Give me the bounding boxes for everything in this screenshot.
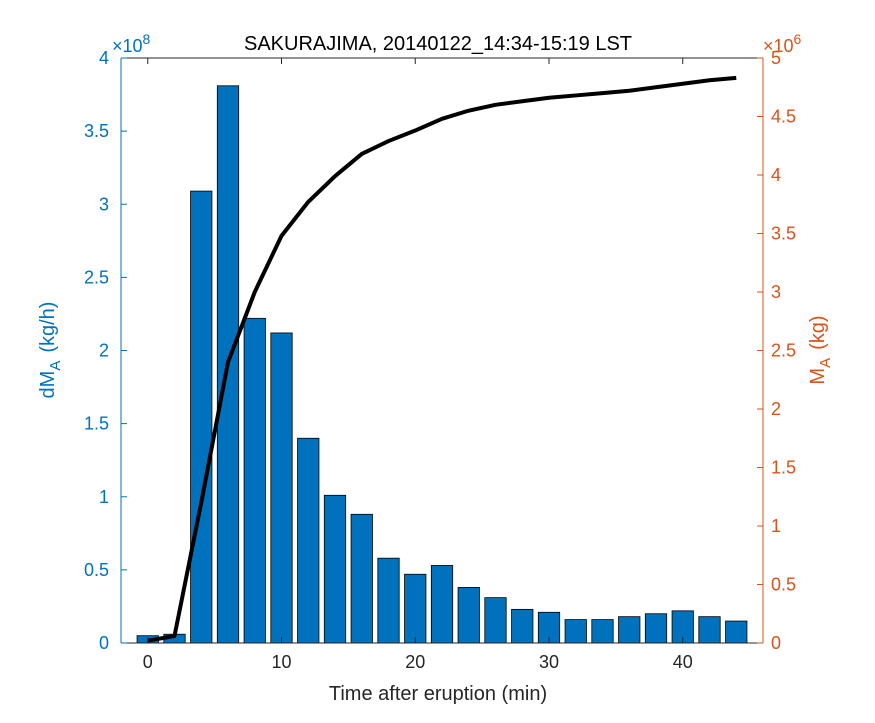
- bar: [457, 587, 480, 644]
- bar: [564, 619, 587, 644]
- left-tick-label: 4: [99, 48, 109, 68]
- right-tick-label: 3: [771, 282, 781, 302]
- left-tick-label: 2.5: [84, 267, 109, 287]
- bar: [243, 317, 266, 644]
- bar: [270, 332, 293, 644]
- right-axis-label: MA(kg): [807, 315, 834, 384]
- bar: [377, 557, 400, 644]
- right-tick-label: 1.5: [771, 458, 796, 478]
- bar: [190, 190, 213, 644]
- left-tick-label: 0.5: [84, 560, 109, 580]
- right-tick-label: 5: [771, 48, 781, 68]
- bar: [323, 494, 347, 644]
- left-tick-label: 3: [99, 194, 109, 214]
- bar: [350, 513, 373, 644]
- left-tick-label: 1: [99, 487, 109, 507]
- bar: [297, 437, 320, 644]
- x-tick-label: 10: [271, 652, 291, 672]
- right-tick-label: 2: [771, 399, 781, 419]
- right-tick-label: 0.5: [771, 575, 796, 595]
- right-tick-label: 3.5: [771, 224, 796, 244]
- bar: [511, 608, 534, 644]
- bar: [618, 616, 641, 644]
- x-tick-label: 20: [405, 652, 425, 672]
- left-tick-label: 3.5: [84, 121, 109, 141]
- left-axis-label: dMA(kg/h): [37, 302, 64, 399]
- x-tick-label: 30: [539, 652, 559, 672]
- x-tick-label: 40: [673, 652, 693, 672]
- bar: [430, 565, 454, 644]
- right-tick-label: 4: [771, 165, 781, 185]
- x-axis-label: Time after eruption (min): [329, 683, 547, 705]
- chart-title: SAKURAJIMA, 20140122_14:34-15:19 LST: [244, 33, 632, 55]
- left-axis-multiplier: ×108: [112, 31, 151, 56]
- left-tick-label: 0: [99, 633, 109, 653]
- left-tick-label: 1.5: [84, 414, 109, 434]
- cumulative-mass-line: [147, 75, 737, 643]
- x-axis-ticks: 0 10 20 30 40: [143, 58, 693, 672]
- bar: [644, 613, 668, 644]
- left-tick-label: 2: [99, 341, 109, 361]
- right-tick-label: 0: [771, 633, 781, 653]
- right-tick-label: 2.5: [771, 341, 796, 361]
- x-tick-label: 0: [143, 652, 153, 672]
- right-tick-label: 4.5: [771, 107, 796, 127]
- bar: [404, 573, 427, 644]
- right-tick-label: 1: [771, 516, 781, 536]
- bar: [484, 597, 507, 644]
- right-axis-ticks: 0 0.5 1 1.5 2 2.5 3 3.5 4 4.5 5: [757, 48, 796, 653]
- bar: [725, 620, 748, 644]
- right-axis-multiplier: ×106: [763, 31, 802, 56]
- bar: [591, 619, 614, 644]
- left-axis-ticks: 0 0.5 1 1.5 2 2.5 3 3.5 4: [84, 48, 127, 653]
- bar: [698, 616, 721, 644]
- bar-series: [136, 85, 748, 644]
